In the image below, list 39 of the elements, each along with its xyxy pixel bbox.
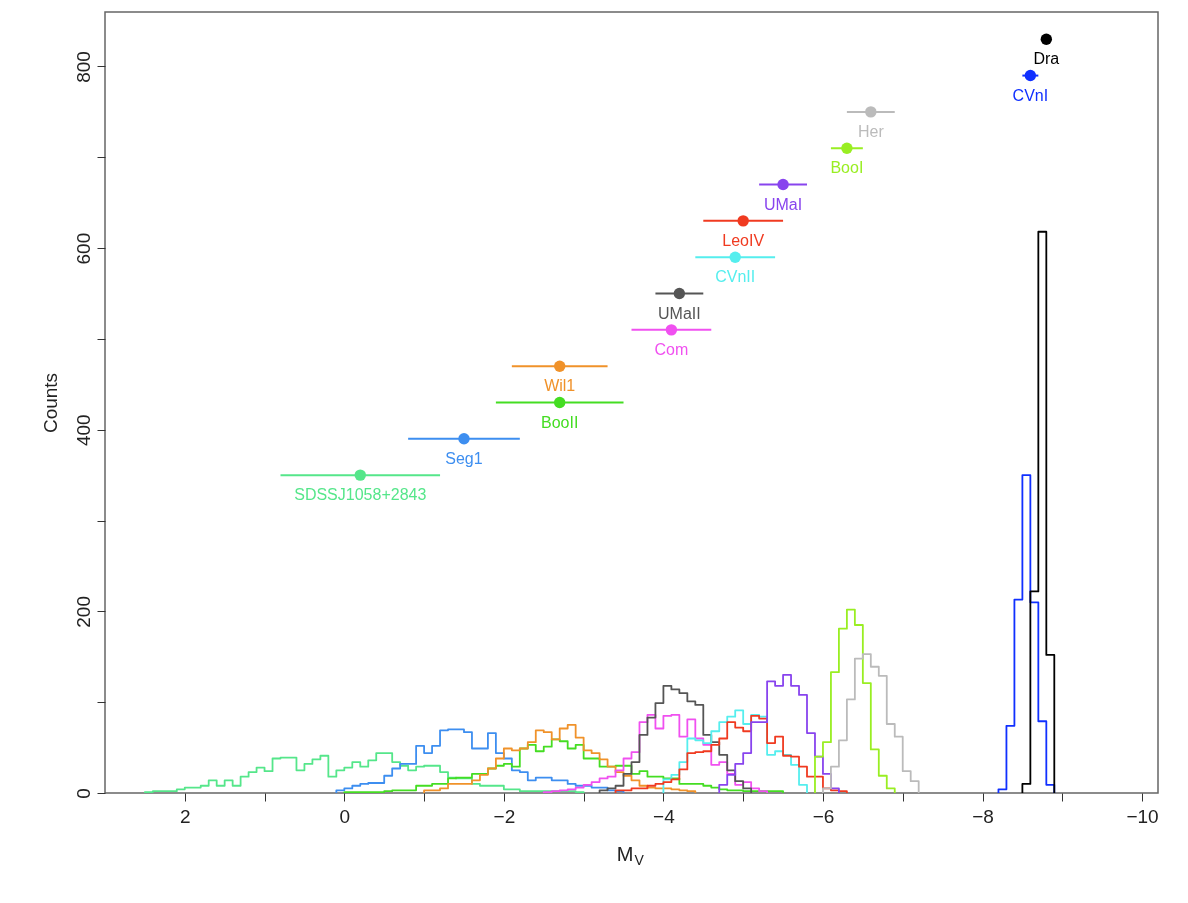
- x-tick-label: −10: [1126, 805, 1159, 827]
- x-tick-label: −8: [972, 805, 994, 827]
- series-label: Wil1: [544, 377, 576, 395]
- point: [729, 251, 741, 263]
- point: [554, 396, 566, 409]
- point: [458, 433, 470, 445]
- y-tick-label: 400: [72, 414, 94, 447]
- point: [737, 215, 749, 227]
- series-label: Her: [857, 122, 885, 140]
- point: [1040, 33, 1053, 45]
- series-label: LeoIV: [722, 231, 765, 249]
- point: [841, 142, 853, 154]
- series-label: SDSSJ1058+2843: [294, 486, 427, 504]
- x-tick-label: −6: [812, 805, 835, 827]
- x-tick-label: 0: [339, 805, 351, 827]
- point: [673, 287, 686, 300]
- series-label: Com: [654, 340, 689, 358]
- y-tick-label: 600: [72, 232, 94, 265]
- series-label: CVnII: [715, 268, 756, 286]
- y-axis-title: Counts: [39, 372, 61, 434]
- point: [665, 324, 678, 336]
- series-label: BooI: [830, 159, 864, 177]
- point: [554, 360, 566, 372]
- point: [865, 106, 877, 118]
- y-tick-label: 0: [72, 788, 94, 799]
- y-tick-label: 800: [72, 51, 94, 83]
- x-tick-label: 2: [179, 805, 191, 827]
- series-label: UMaII: [658, 304, 701, 322]
- series-label: Seg1: [445, 449, 483, 467]
- point: [1024, 69, 1037, 82]
- series-label: Dra: [1033, 50, 1060, 68]
- series-label: BooII: [541, 413, 579, 431]
- x-tick-label: −4: [653, 805, 676, 827]
- y-tick-label: 200: [72, 596, 94, 628]
- point: [354, 469, 366, 481]
- series-label: UMaI: [763, 195, 803, 213]
- x-tick-label: −2: [493, 805, 516, 827]
- point: [777, 178, 789, 191]
- series-label: CVnI: [1012, 86, 1049, 104]
